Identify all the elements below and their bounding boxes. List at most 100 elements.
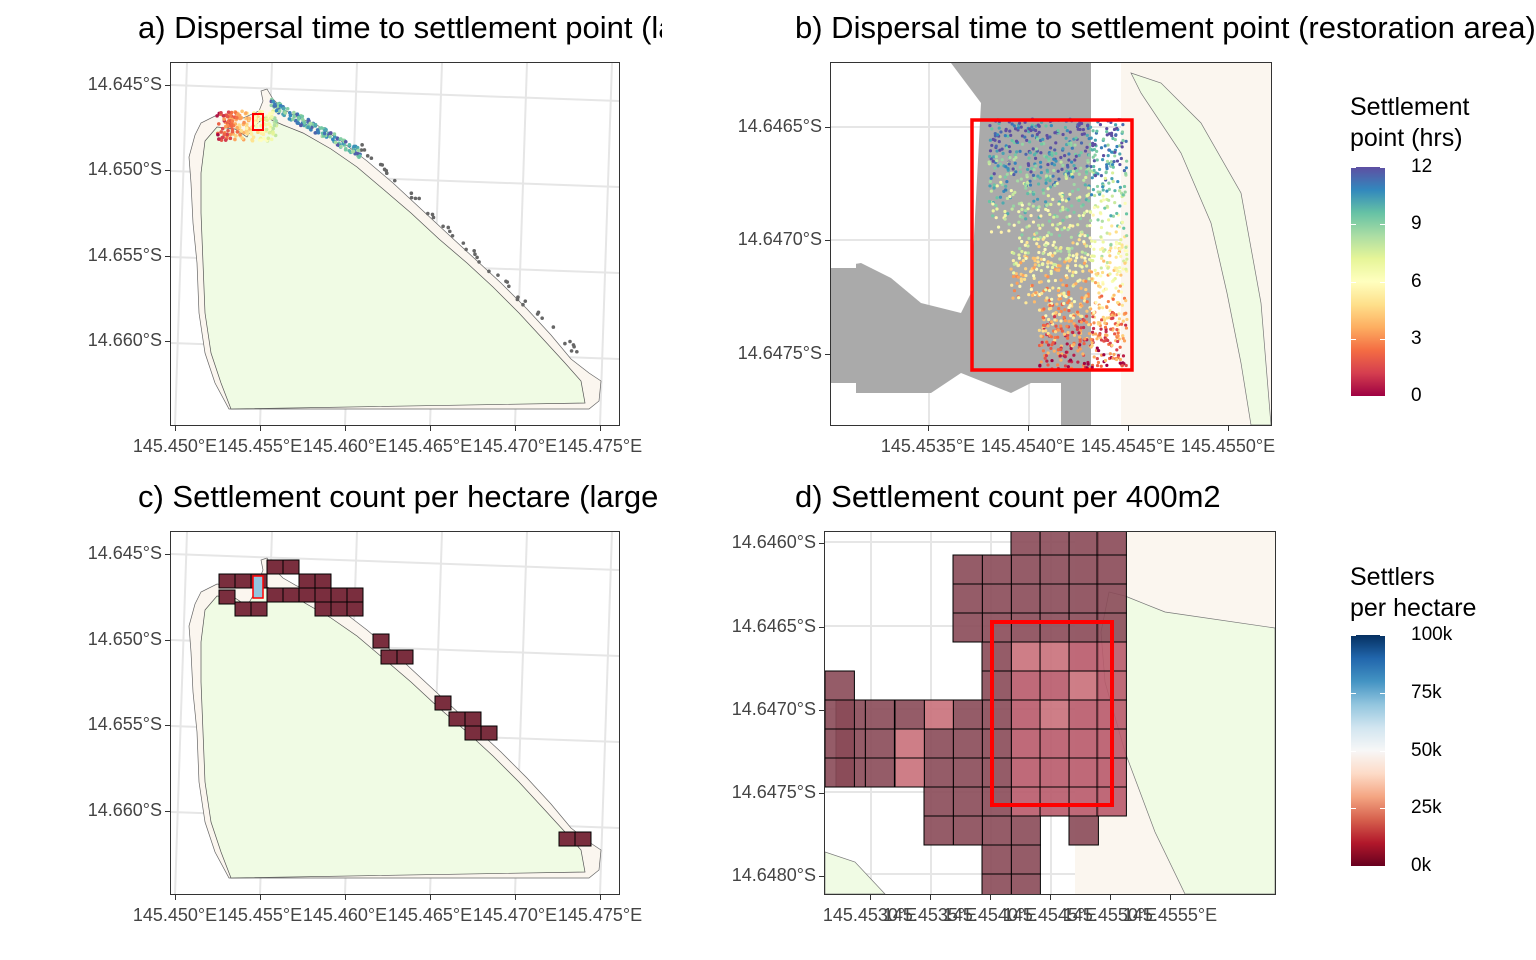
dispersal-point (477, 260, 481, 264)
dispersal-point (1050, 265, 1055, 270)
dispersal-point (238, 116, 243, 121)
dispersal-point (988, 154, 992, 159)
dispersal-point (1070, 146, 1074, 150)
dispersal-point (1096, 205, 1100, 209)
dispersal-point (1040, 262, 1045, 267)
y-tick-mark (165, 554, 170, 555)
dispersal-point (1030, 283, 1034, 288)
dispersal-point (992, 172, 996, 176)
dispersal-point (1064, 350, 1068, 354)
dispersal-point (1085, 164, 1089, 168)
dispersal-point (273, 102, 277, 106)
dispersal-point (1026, 162, 1030, 166)
dispersal-point (1007, 162, 1011, 166)
dispersal-point (1026, 251, 1030, 255)
settlement-cell (1010, 699, 1041, 730)
dispersal-point (339, 144, 343, 149)
dispersal-point (1045, 359, 1049, 363)
dispersal-point (1010, 283, 1014, 287)
dispersal-point (1014, 272, 1018, 276)
dispersal-point (1066, 330, 1070, 335)
settlement-cell (1068, 532, 1099, 556)
dispersal-point (1020, 233, 1024, 237)
y-tick-mark (165, 341, 170, 342)
dispersal-point (1110, 133, 1114, 138)
dispersal-point (1094, 300, 1098, 305)
dispersal-point (1067, 197, 1071, 201)
dispersal-point (1122, 184, 1127, 189)
dispersal-point (1080, 255, 1084, 259)
legend-label: 100k (1411, 624, 1453, 645)
dispersal-point (1055, 227, 1059, 232)
dispersal-point (1115, 272, 1119, 277)
dispersal-point (1064, 175, 1068, 179)
dispersal-point (1099, 256, 1104, 260)
dispersal-point (274, 109, 279, 113)
dispersal-point (1037, 130, 1041, 134)
dispersal-point (992, 155, 996, 159)
dispersal-point (1054, 151, 1058, 156)
dispersal-point (1032, 274, 1036, 278)
dispersal-point (234, 134, 238, 138)
dispersal-point (1114, 123, 1118, 127)
dispersal-point (1042, 307, 1046, 311)
dispersal-point (1055, 181, 1059, 186)
dispersal-point (1017, 220, 1021, 224)
legend-time-title: Settlement point (hrs) (1350, 93, 1470, 152)
dispersal-point (1117, 312, 1121, 316)
settlement-cell (1068, 699, 1099, 730)
dispersal-point (1070, 204, 1074, 208)
settlement-cell (825, 699, 855, 730)
dispersal-point (216, 122, 221, 126)
dispersal-point (1091, 155, 1095, 159)
dispersal-point (1100, 318, 1104, 322)
x-tick-label: 145.4545°E (1080, 436, 1176, 456)
legend-tick (1380, 635, 1385, 636)
dispersal-point (1109, 160, 1113, 164)
dispersal-point (1118, 144, 1122, 148)
dispersal-point (1103, 358, 1108, 363)
dispersal-point (1101, 282, 1105, 286)
dispersal-point (1036, 237, 1040, 241)
dispersal-point (1018, 247, 1022, 251)
dispersal-point (1007, 145, 1011, 149)
dispersal-point (1094, 272, 1098, 276)
dispersal-point (1046, 343, 1051, 347)
dispersal-point (1097, 167, 1102, 172)
dispersal-point (1098, 285, 1102, 289)
dispersal-point (1089, 169, 1093, 173)
settlement-cell (981, 757, 1012, 788)
dispersal-point (1047, 231, 1051, 235)
x-tick-mark (515, 895, 516, 900)
dispersal-point (1016, 126, 1021, 130)
dispersal-point (1125, 252, 1129, 257)
x-tick-label: 145.475°E (557, 905, 643, 925)
dispersal-point (1080, 250, 1084, 254)
dispersal-point (1059, 319, 1063, 323)
dispersal-point (1106, 154, 1110, 158)
settlement-cell (1039, 786, 1070, 817)
dispersal-point (1052, 215, 1056, 219)
dispersal-point (1072, 182, 1076, 187)
dispersal-point (1054, 141, 1058, 145)
dispersal-point (1026, 181, 1030, 185)
dispersal-point (1039, 360, 1043, 364)
dispersal-point (1091, 259, 1095, 263)
dispersal-point (261, 136, 266, 141)
dispersal-point (1062, 291, 1066, 295)
dispersal-point (1082, 325, 1086, 330)
dispersal-point (1095, 363, 1100, 368)
x-tick-mark (430, 895, 431, 900)
dispersal-point (278, 103, 283, 108)
dispersal-point (1049, 306, 1053, 310)
dispersal-point (991, 209, 995, 213)
dispersal-point (1060, 167, 1064, 171)
dispersal-point (1049, 269, 1053, 273)
settlement-cell (952, 728, 983, 759)
dispersal-point (1075, 256, 1079, 260)
dispersal-point (1038, 160, 1043, 164)
dispersal-point (1045, 296, 1049, 300)
dispersal-point (1079, 328, 1083, 333)
dispersal-point (1124, 166, 1128, 170)
dispersal-point (291, 117, 295, 121)
